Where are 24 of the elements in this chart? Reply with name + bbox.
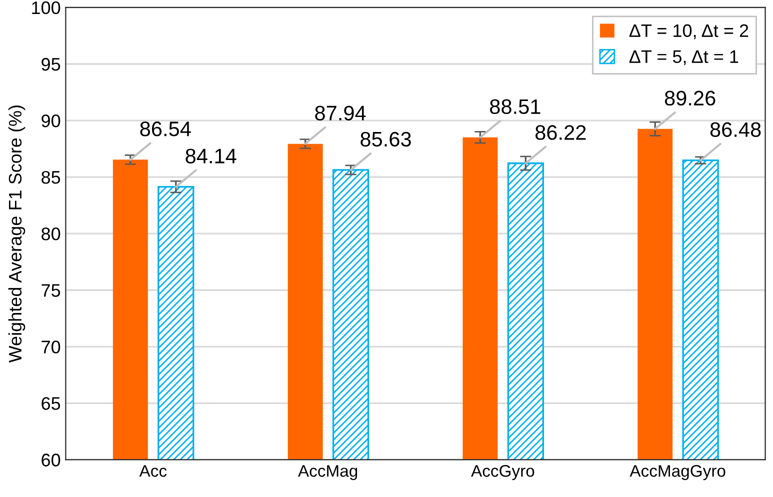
data-label: 86.54 <box>140 122 191 136</box>
x-tick-label: AccMag <box>298 465 358 480</box>
y-axis-title: Weighted Average F1 Score (%) <box>8 106 26 363</box>
data-label: 89.26 <box>664 90 716 106</box>
y-tick-label: 85 <box>42 170 60 184</box>
data-label: 86.22 <box>535 125 586 140</box>
x-tick-label: Acc <box>139 465 167 477</box>
legend-label: ΔT = 5, Δt = 1 <box>629 50 738 66</box>
y-tick-label: 90 <box>42 114 60 128</box>
y-tick-label: 100 <box>32 1 60 14</box>
x-tick-label: AccMagGyro <box>630 465 726 480</box>
y-tick-label: 65 <box>42 397 60 410</box>
data-label: 88.51 <box>490 99 540 114</box>
y-tick-label: 70 <box>42 340 60 354</box>
x-tick-label: AccGyro <box>471 465 534 480</box>
data-label: 84.14 <box>186 148 236 164</box>
data-label: 85.63 <box>360 132 411 147</box>
y-tick-label: 75 <box>42 284 60 297</box>
data-label: 86.48 <box>710 122 761 137</box>
data-label: 87.94 <box>315 106 366 120</box>
y-tick-label: 80 <box>42 228 60 240</box>
y-tick-label: 95 <box>42 58 60 71</box>
legend-label: ΔT = 10, Δt = 2 <box>629 24 748 40</box>
y-tick-label: 60 <box>42 454 60 466</box>
